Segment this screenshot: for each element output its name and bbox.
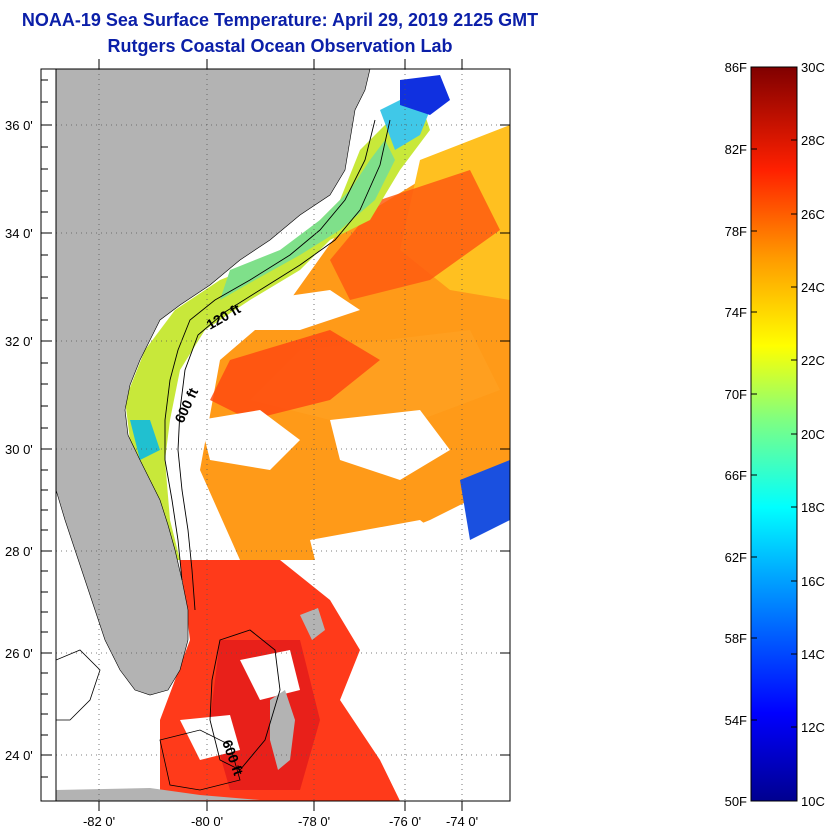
colorbar-c-label: 30C <box>801 60 825 75</box>
colorbar-c-label: 28C <box>801 133 825 148</box>
lat-label: 32 0' <box>5 334 33 349</box>
lat-label: 30 0' <box>5 442 33 457</box>
colorbar <box>750 66 798 802</box>
colorbar-f-label: 66F <box>725 468 747 483</box>
lon-label: -76 0' <box>389 814 421 829</box>
lon-label: -82 0' <box>83 814 115 829</box>
colorbar-f-label: 54F <box>725 713 747 728</box>
lon-label: -80 0' <box>191 814 223 829</box>
colorbar-f-label: 86F <box>725 60 747 75</box>
colorbar-c-label: 18C <box>801 500 825 515</box>
colorbar-c-label: 14C <box>801 647 825 662</box>
colorbar-c-label: 10C <box>801 794 825 809</box>
lat-label: 24 0' <box>5 748 33 763</box>
lat-label: 26 0' <box>5 646 33 661</box>
lat-label: 36 0' <box>5 118 33 133</box>
colorbar-f-label: 78F <box>725 224 747 239</box>
lon-label: -74 0' <box>446 814 478 829</box>
colorbar-f-label: 50F <box>725 794 747 809</box>
colorbar-f-label: 58F <box>725 631 747 646</box>
lat-label: 28 0' <box>5 544 33 559</box>
colorbar-f-label: 82F <box>725 142 747 157</box>
colorbar-f-label: 74F <box>725 305 747 320</box>
map-subtitle: Rutgers Coastal Ocean Observation Lab <box>107 36 453 56</box>
lat-label: 34 0' <box>5 226 33 241</box>
colorbar-c-label: 22C <box>801 353 825 368</box>
colorbar-f-label: 62F <box>725 550 747 565</box>
map-frame <box>40 59 511 811</box>
colorbar-c-label: 24C <box>801 280 825 295</box>
colorbar-c-label: 26C <box>801 207 825 222</box>
colorbar-f-label: 70F <box>725 387 747 402</box>
graticule <box>56 69 510 801</box>
map-title: NOAA-19 Sea Surface Temperature: April 2… <box>21 10 539 30</box>
lon-label: -78 0' <box>298 814 330 829</box>
colorbar-c-label: 20C <box>801 427 825 442</box>
colorbar-c-label: 12C <box>801 720 825 735</box>
sst-field <box>56 69 510 801</box>
colorbar-c-label: 16C <box>801 574 825 589</box>
